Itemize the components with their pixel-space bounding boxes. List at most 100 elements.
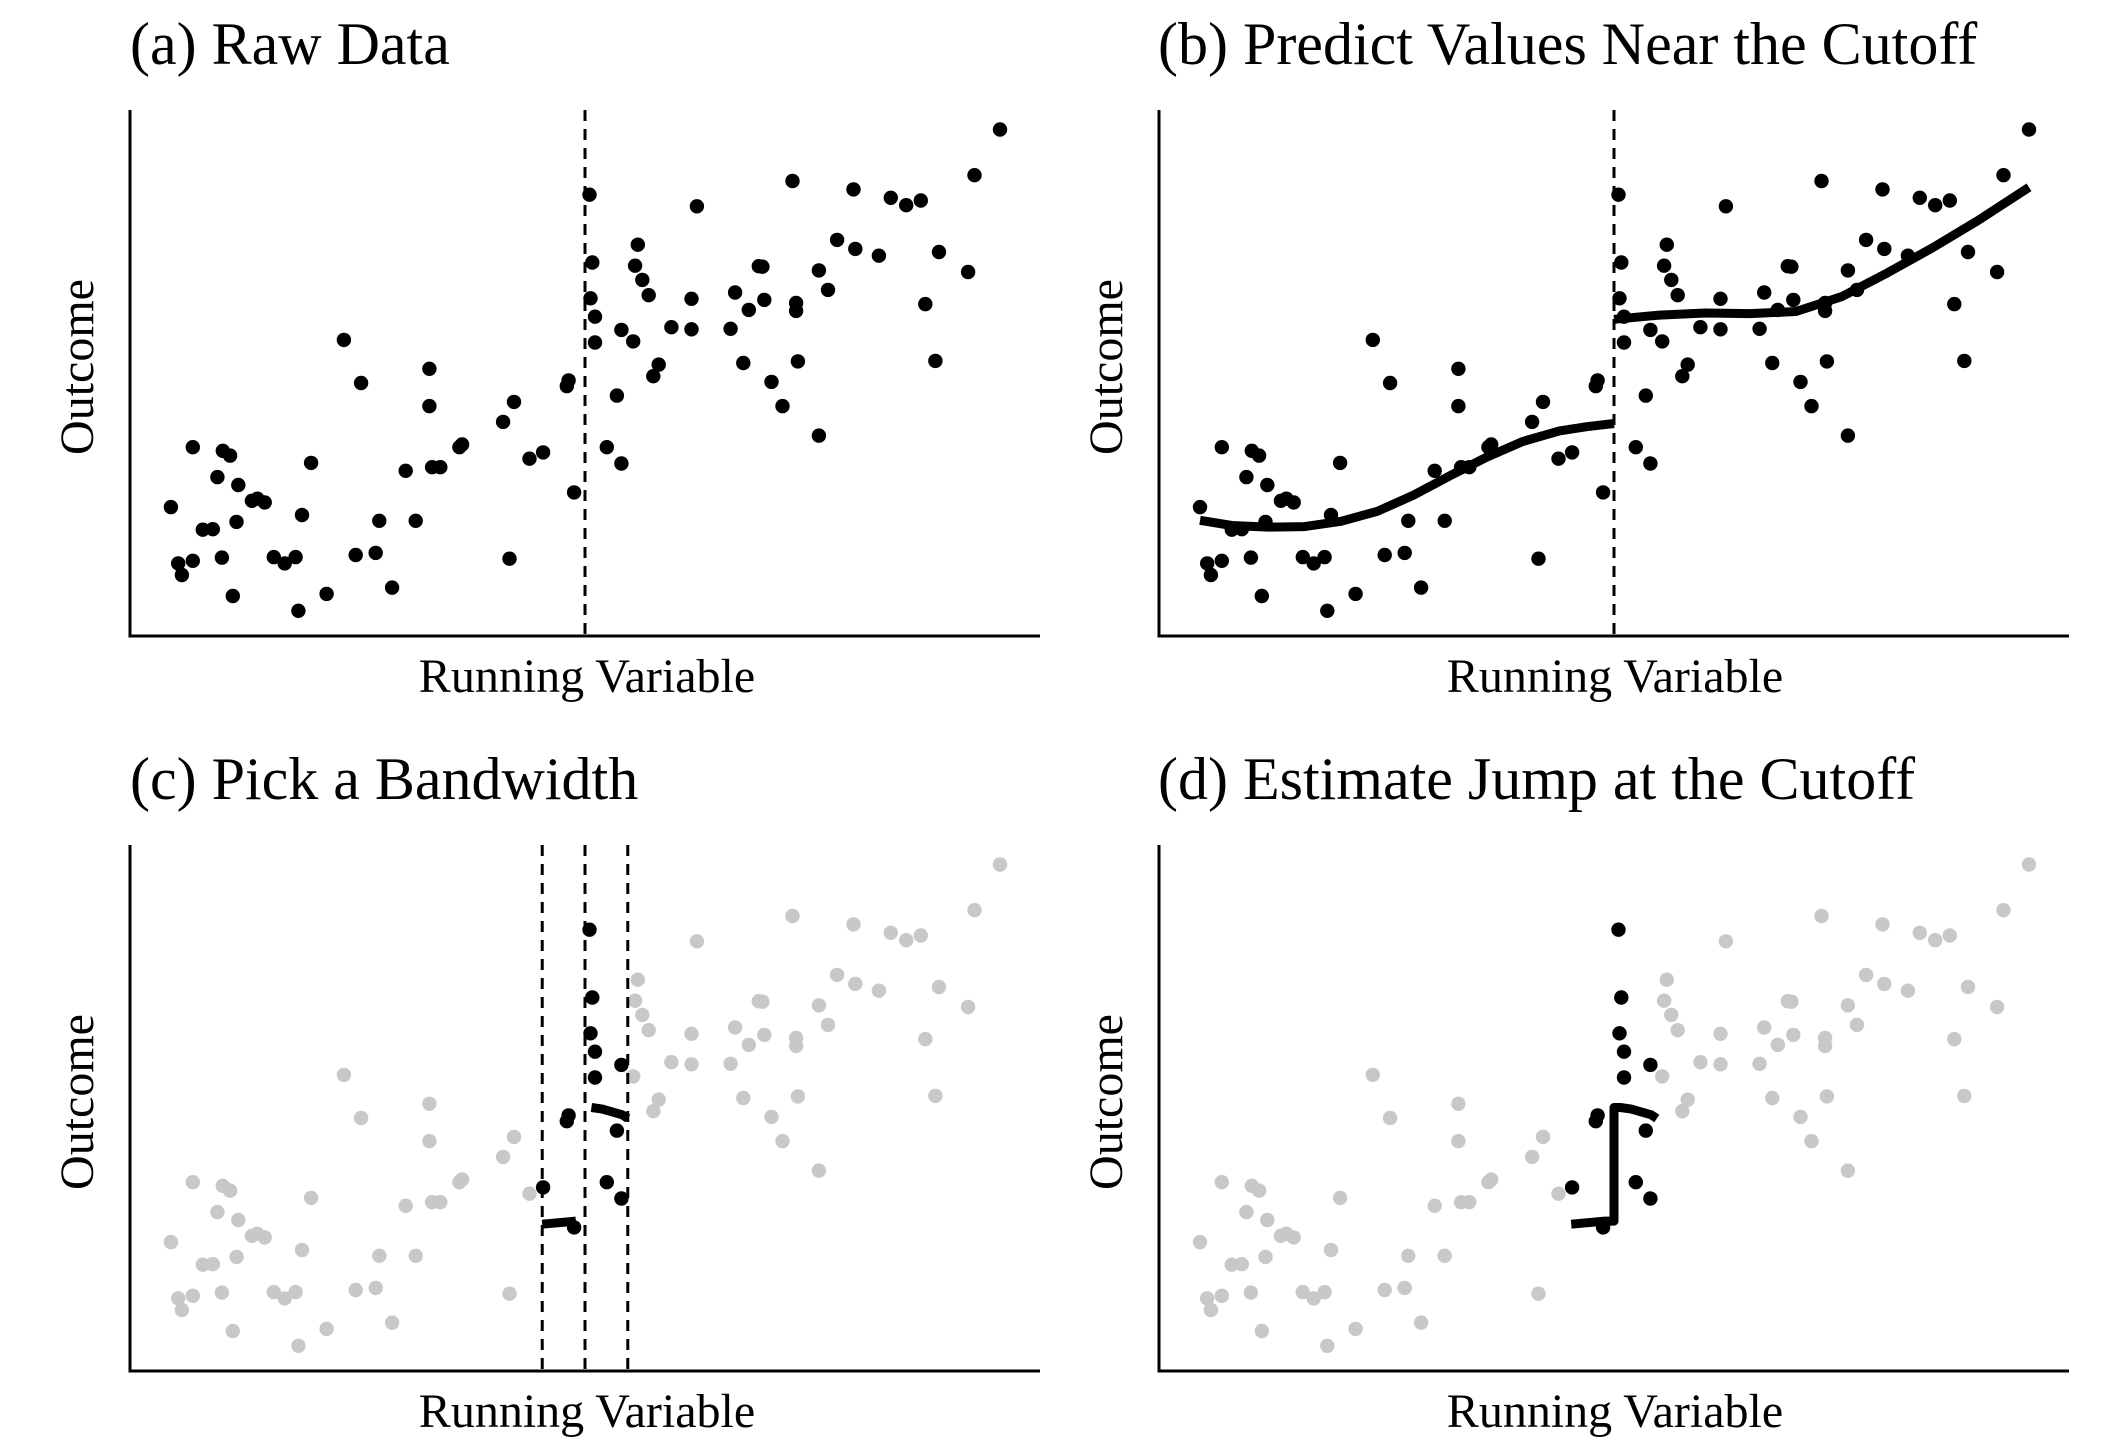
data-point (1323, 1242, 1339, 1258)
data-point (336, 332, 352, 348)
data-point (1260, 477, 1275, 493)
data-point (1382, 375, 1398, 391)
data-point (384, 1315, 400, 1330)
data-point (599, 440, 614, 455)
data-point (1535, 394, 1551, 410)
data-point (1996, 903, 2011, 918)
data-point (1286, 495, 1301, 510)
axis-lines (1157, 110, 2069, 638)
data-point (1535, 1129, 1551, 1145)
data-point (1612, 1026, 1627, 1041)
y-axis-label: Outcome (1080, 1014, 1133, 1190)
data-point (1928, 933, 1943, 948)
data-point (1840, 263, 1856, 278)
data-point (1590, 373, 1605, 388)
data-point (1786, 292, 1801, 308)
data-point (1451, 361, 1466, 376)
data-point (848, 241, 863, 257)
data-point (764, 374, 779, 390)
data-point (788, 303, 804, 319)
data-point (627, 993, 643, 1008)
data-point (614, 322, 629, 338)
data-point (1462, 1195, 1477, 1210)
data-point (599, 1175, 614, 1190)
data-point (433, 460, 448, 475)
data-point (291, 603, 306, 618)
axis-lines (1157, 845, 2069, 1373)
data-point (229, 514, 244, 530)
data-point (790, 1089, 806, 1104)
data-point (918, 296, 933, 312)
data-point (757, 1027, 772, 1043)
data-point (583, 1026, 598, 1041)
data-point (2021, 122, 2037, 137)
data-point (1365, 332, 1381, 348)
data-point (214, 550, 230, 565)
data-point (635, 1007, 650, 1023)
data-point (626, 334, 641, 349)
data-point (1875, 182, 1890, 197)
data-point (585, 990, 600, 1005)
data-point (1757, 1020, 1772, 1035)
data-point (454, 1172, 470, 1187)
data-point (1437, 513, 1452, 528)
data-point (1680, 1092, 1695, 1107)
x-axis-label: Running Variable (419, 1385, 755, 1438)
data-point (1320, 1338, 1335, 1354)
data-point (1258, 1249, 1273, 1265)
data-point (1254, 588, 1270, 604)
data-point (684, 322, 699, 337)
data-point (1564, 1180, 1580, 1195)
data-point (1989, 264, 2005, 280)
data-point (918, 1031, 933, 1047)
panel-title: (d) Estimate Jump at the Cutoff (1158, 746, 1915, 812)
data-point (1656, 993, 1672, 1008)
data-point (1858, 967, 1874, 983)
panel-predict-values: (b) Predict Values Near the Cutoff Runni… (1080, 11, 2069, 703)
data-point (1628, 440, 1644, 455)
data-point (913, 193, 928, 208)
data-point (585, 255, 600, 270)
data-point (1770, 1037, 1786, 1053)
data-point (1192, 1234, 1208, 1250)
data-point (664, 1055, 679, 1070)
data-point (641, 1022, 656, 1038)
data-point (1819, 354, 1835, 369)
data-point (775, 398, 790, 414)
data-point (1713, 322, 1728, 337)
data-point (614, 456, 629, 471)
data-point (1947, 1031, 1962, 1047)
data-point (1203, 567, 1219, 583)
data-point (1928, 198, 1943, 213)
data-point (163, 499, 179, 515)
data-point (727, 285, 743, 300)
data-point (755, 259, 770, 274)
plot-area (128, 110, 1040, 638)
data-point (319, 586, 334, 602)
data-point (348, 1282, 363, 1298)
data-point (960, 264, 976, 280)
data-point (1840, 998, 1856, 1013)
data-point (506, 394, 522, 410)
fit-line-jump (1570, 1103, 1660, 1229)
data-point (684, 1057, 699, 1072)
data-point (1317, 549, 1332, 565)
data-point (1377, 1282, 1392, 1298)
data-point (646, 1104, 661, 1119)
data-point (1451, 398, 1466, 414)
data-point (566, 485, 582, 500)
data-point (398, 1198, 413, 1214)
data-point (1814, 173, 1829, 189)
data-point (1413, 580, 1429, 595)
data-point (1348, 586, 1363, 602)
data-point (1784, 259, 1799, 274)
data-point (163, 1234, 179, 1250)
data-point (225, 588, 240, 604)
data-point (1611, 922, 1626, 937)
data-point (1643, 322, 1658, 338)
data-point (522, 1186, 537, 1201)
data-point (1484, 1172, 1499, 1187)
data-point (319, 1321, 334, 1337)
data-point (1713, 1026, 1728, 1042)
data-point (1947, 296, 1962, 312)
